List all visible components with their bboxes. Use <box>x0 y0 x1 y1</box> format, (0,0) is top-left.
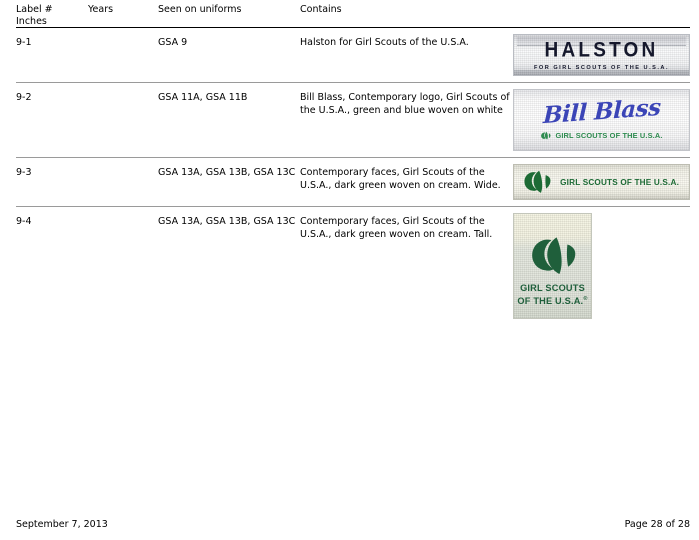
tall-cream-label-image: GIRL SCOUTS OF THE U.S.A.® <box>513 213 592 319</box>
page-footer: September 7, 2013 Page 28 of 28 <box>16 519 690 530</box>
cell-label-number: 9-2 <box>16 82 88 158</box>
girl-scouts-lockup: GIRL SCOUTS OF THE U.S.A. <box>540 130 662 143</box>
label-catalog-table: Label # Inches Years Seen on uniforms Co… <box>16 4 690 325</box>
org-line-2: OF THE U.S.A. <box>517 296 584 307</box>
bill-blass-label-image: Bill Blass GIRL SCOUTS OF THE U.S.A. <box>513 89 690 151</box>
wide-cream-label-image: GIRL SCOUTS OF THE U.S.A. <box>513 164 690 200</box>
table-row: 9-3 GSA 13A, GSA 13B, GSA 13C Contempora… <box>16 157 690 207</box>
table-row: 9-2 GSA 11A, GSA 11B Bill Blass, Contemp… <box>16 82 690 158</box>
cell-seen-on-uniforms: GSA 13A, GSA 13B, GSA 13C <box>158 157 300 207</box>
column-header-years: Years <box>88 4 158 28</box>
label-bottom-edge <box>514 70 689 75</box>
cell-seen-on-uniforms: GSA 11A, GSA 11B <box>158 82 300 158</box>
column-header-label-inches: Label # Inches <box>16 4 88 28</box>
cell-years <box>88 207 158 326</box>
cell-years <box>88 27 158 83</box>
footer-date: September 7, 2013 <box>16 519 108 530</box>
cell-contains: Bill Blass, Contemporary logo, Girl Scou… <box>300 82 513 158</box>
trefoil-icon <box>541 131 551 140</box>
cell-years <box>88 82 158 158</box>
bill-blass-signature-text: Bill Blass <box>542 93 661 129</box>
cell-contains: Contemporary faces, Girl Scouts of the U… <box>300 157 513 207</box>
cell-label-image: GIRL SCOUTS OF THE U.S.A.® <box>513 207 690 326</box>
org-line-2-wrap: OF THE U.S.A.® <box>517 294 587 307</box>
cell-seen-on-uniforms: GSA 9 <box>158 27 300 83</box>
halston-subtitle-text: FOR GIRL SCOUTS OF THE U.S.A. <box>533 64 670 71</box>
girl-scouts-org-text: GIRL SCOUTS OF THE U.S.A.® <box>517 283 587 307</box>
registered-mark: ® <box>583 296 588 302</box>
table-row: 9-4 GSA 13A, GSA 13B, GSA 13C Contempora… <box>16 207 690 326</box>
trefoil-icon <box>524 170 551 193</box>
cell-label-image: Bill Blass GIRL SCOUTS OF THE U.S.A. <box>513 82 690 158</box>
trefoil-icon <box>531 237 575 274</box>
halston-label-image: HALSTON FOR GIRL SCOUTS OF THE U.S.A. <box>513 34 690 76</box>
cell-label-number: 9-3 <box>16 157 88 207</box>
cell-label-image: HALSTON FOR GIRL SCOUTS OF THE U.S.A. <box>513 27 690 83</box>
cell-contains: Contemporary faces, Girl Scouts of the U… <box>300 216 493 240</box>
table-row: 9-1 GSA 9 Halston for Girl Scouts of the… <box>16 27 690 83</box>
girl-scouts-org-text: GIRL SCOUTS OF THE U.S.A. <box>555 130 663 140</box>
halston-brand-text: HALSTON <box>544 38 659 62</box>
cell-label-image: GIRL SCOUTS OF THE U.S.A. <box>513 157 690 207</box>
label-top-edge <box>517 37 686 46</box>
cell-label-number: 9-4 <box>16 216 32 227</box>
cell-contains: Halston for Girl Scouts of the U.S.A. <box>300 27 513 83</box>
org-line-1: GIRL SCOUTS <box>520 283 585 293</box>
column-header-seen-on-uniforms: Seen on uniforms <box>158 4 300 28</box>
cell-years <box>88 157 158 207</box>
girl-scouts-org-text: GIRL SCOUTS OF THE U.S.A. <box>560 176 680 187</box>
column-header-image <box>513 4 690 28</box>
column-header-contains: Contains <box>300 4 513 28</box>
cell-seen-on-uniforms: GSA 13A, GSA 13B, GSA 13C <box>158 216 296 227</box>
cell-label-number: 9-1 <box>16 27 88 83</box>
table-header-row: Label # Inches Years Seen on uniforms Co… <box>16 4 690 28</box>
footer-page-number: Page 28 of 28 <box>624 519 690 530</box>
